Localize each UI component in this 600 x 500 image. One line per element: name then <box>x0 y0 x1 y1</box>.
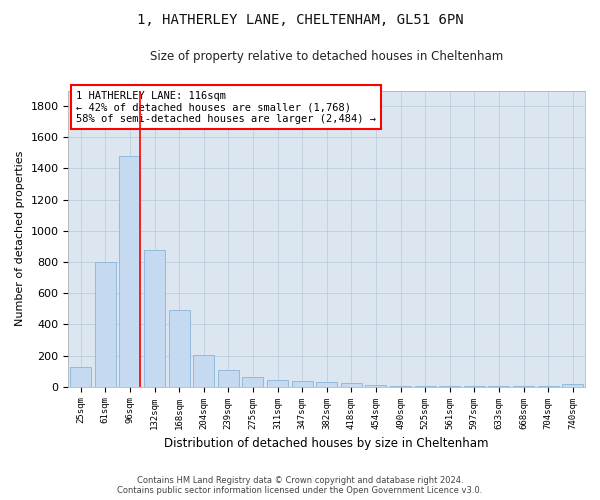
Bar <box>193 354 214 386</box>
Bar <box>341 383 362 386</box>
Bar <box>292 381 313 386</box>
Text: Contains HM Land Registry data © Crown copyright and database right 2024.
Contai: Contains HM Land Registry data © Crown c… <box>118 476 482 495</box>
Bar <box>218 370 239 386</box>
Bar <box>267 380 288 386</box>
X-axis label: Distribution of detached houses by size in Cheltenham: Distribution of detached houses by size … <box>164 437 489 450</box>
Bar <box>316 382 337 386</box>
Text: 1 HATHERLEY LANE: 116sqm
← 42% of detached houses are smaller (1,768)
58% of sem: 1 HATHERLEY LANE: 116sqm ← 42% of detach… <box>76 90 376 124</box>
Text: 1, HATHERLEY LANE, CHELTENHAM, GL51 6PN: 1, HATHERLEY LANE, CHELTENHAM, GL51 6PN <box>137 12 463 26</box>
Bar <box>144 250 165 386</box>
Title: Size of property relative to detached houses in Cheltenham: Size of property relative to detached ho… <box>150 50 503 63</box>
Bar <box>365 385 386 386</box>
Bar <box>70 367 91 386</box>
Bar <box>169 310 190 386</box>
Y-axis label: Number of detached properties: Number of detached properties <box>15 151 25 326</box>
Bar <box>95 262 116 386</box>
Bar <box>242 376 263 386</box>
Bar <box>562 384 583 386</box>
Bar <box>119 156 140 386</box>
